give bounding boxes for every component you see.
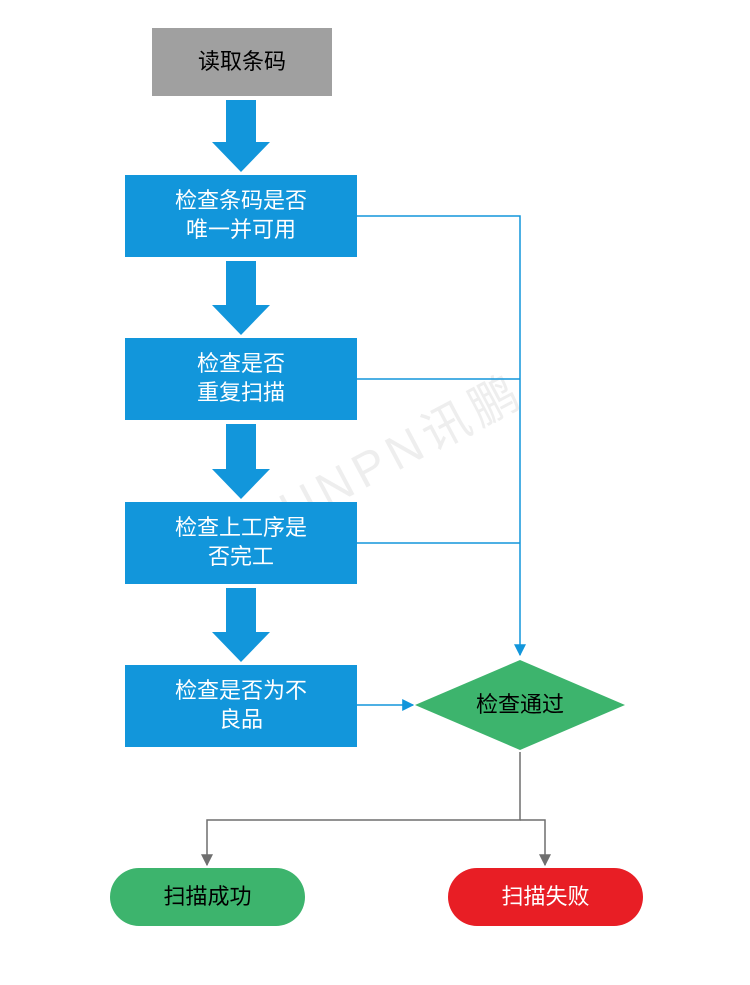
terminal-scan-success-label: 扫描成功: [163, 883, 251, 912]
terminal-scan-fail: 扫描失败: [448, 868, 643, 926]
edges-layer: [0, 0, 750, 985]
edge-6: [520, 820, 545, 865]
edge-1: [357, 216, 520, 655]
node-check-duplicate-label: 检查是否 重复扫描: [197, 350, 285, 407]
terminal-scan-success: 扫描成功: [110, 868, 305, 926]
edge-5: [207, 752, 520, 865]
node-check-unique: 检查条码是否 唯一并可用: [125, 175, 357, 257]
node-read-barcode: 读取条码: [152, 28, 332, 96]
flowchart-canvas: SUNPN讯鹏 检查通过读取条码检查条码是否 唯一并可用检查是否 重复扫描检查上…: [0, 0, 750, 985]
flow-arrow-1: [212, 100, 270, 172]
node-check-defective-label: 检查是否为不 良品: [175, 677, 307, 734]
flow-arrow-3: [212, 424, 270, 499]
decision-check-pass-label: 检查通过: [415, 660, 625, 750]
node-check-duplicate: 检查是否 重复扫描: [125, 338, 357, 420]
terminal-scan-fail-label: 扫描失败: [501, 883, 589, 912]
flow-arrow-2: [212, 261, 270, 335]
flow-arrow-4: [212, 588, 270, 662]
node-read-barcode-label: 读取条码: [198, 48, 286, 77]
node-check-prev-process-label: 检查上工序是 否完工: [175, 514, 307, 571]
node-check-unique-label: 检查条码是否 唯一并可用: [175, 187, 307, 244]
node-check-defective: 检查是否为不 良品: [125, 665, 357, 747]
node-check-prev-process: 检查上工序是 否完工: [125, 502, 357, 584]
